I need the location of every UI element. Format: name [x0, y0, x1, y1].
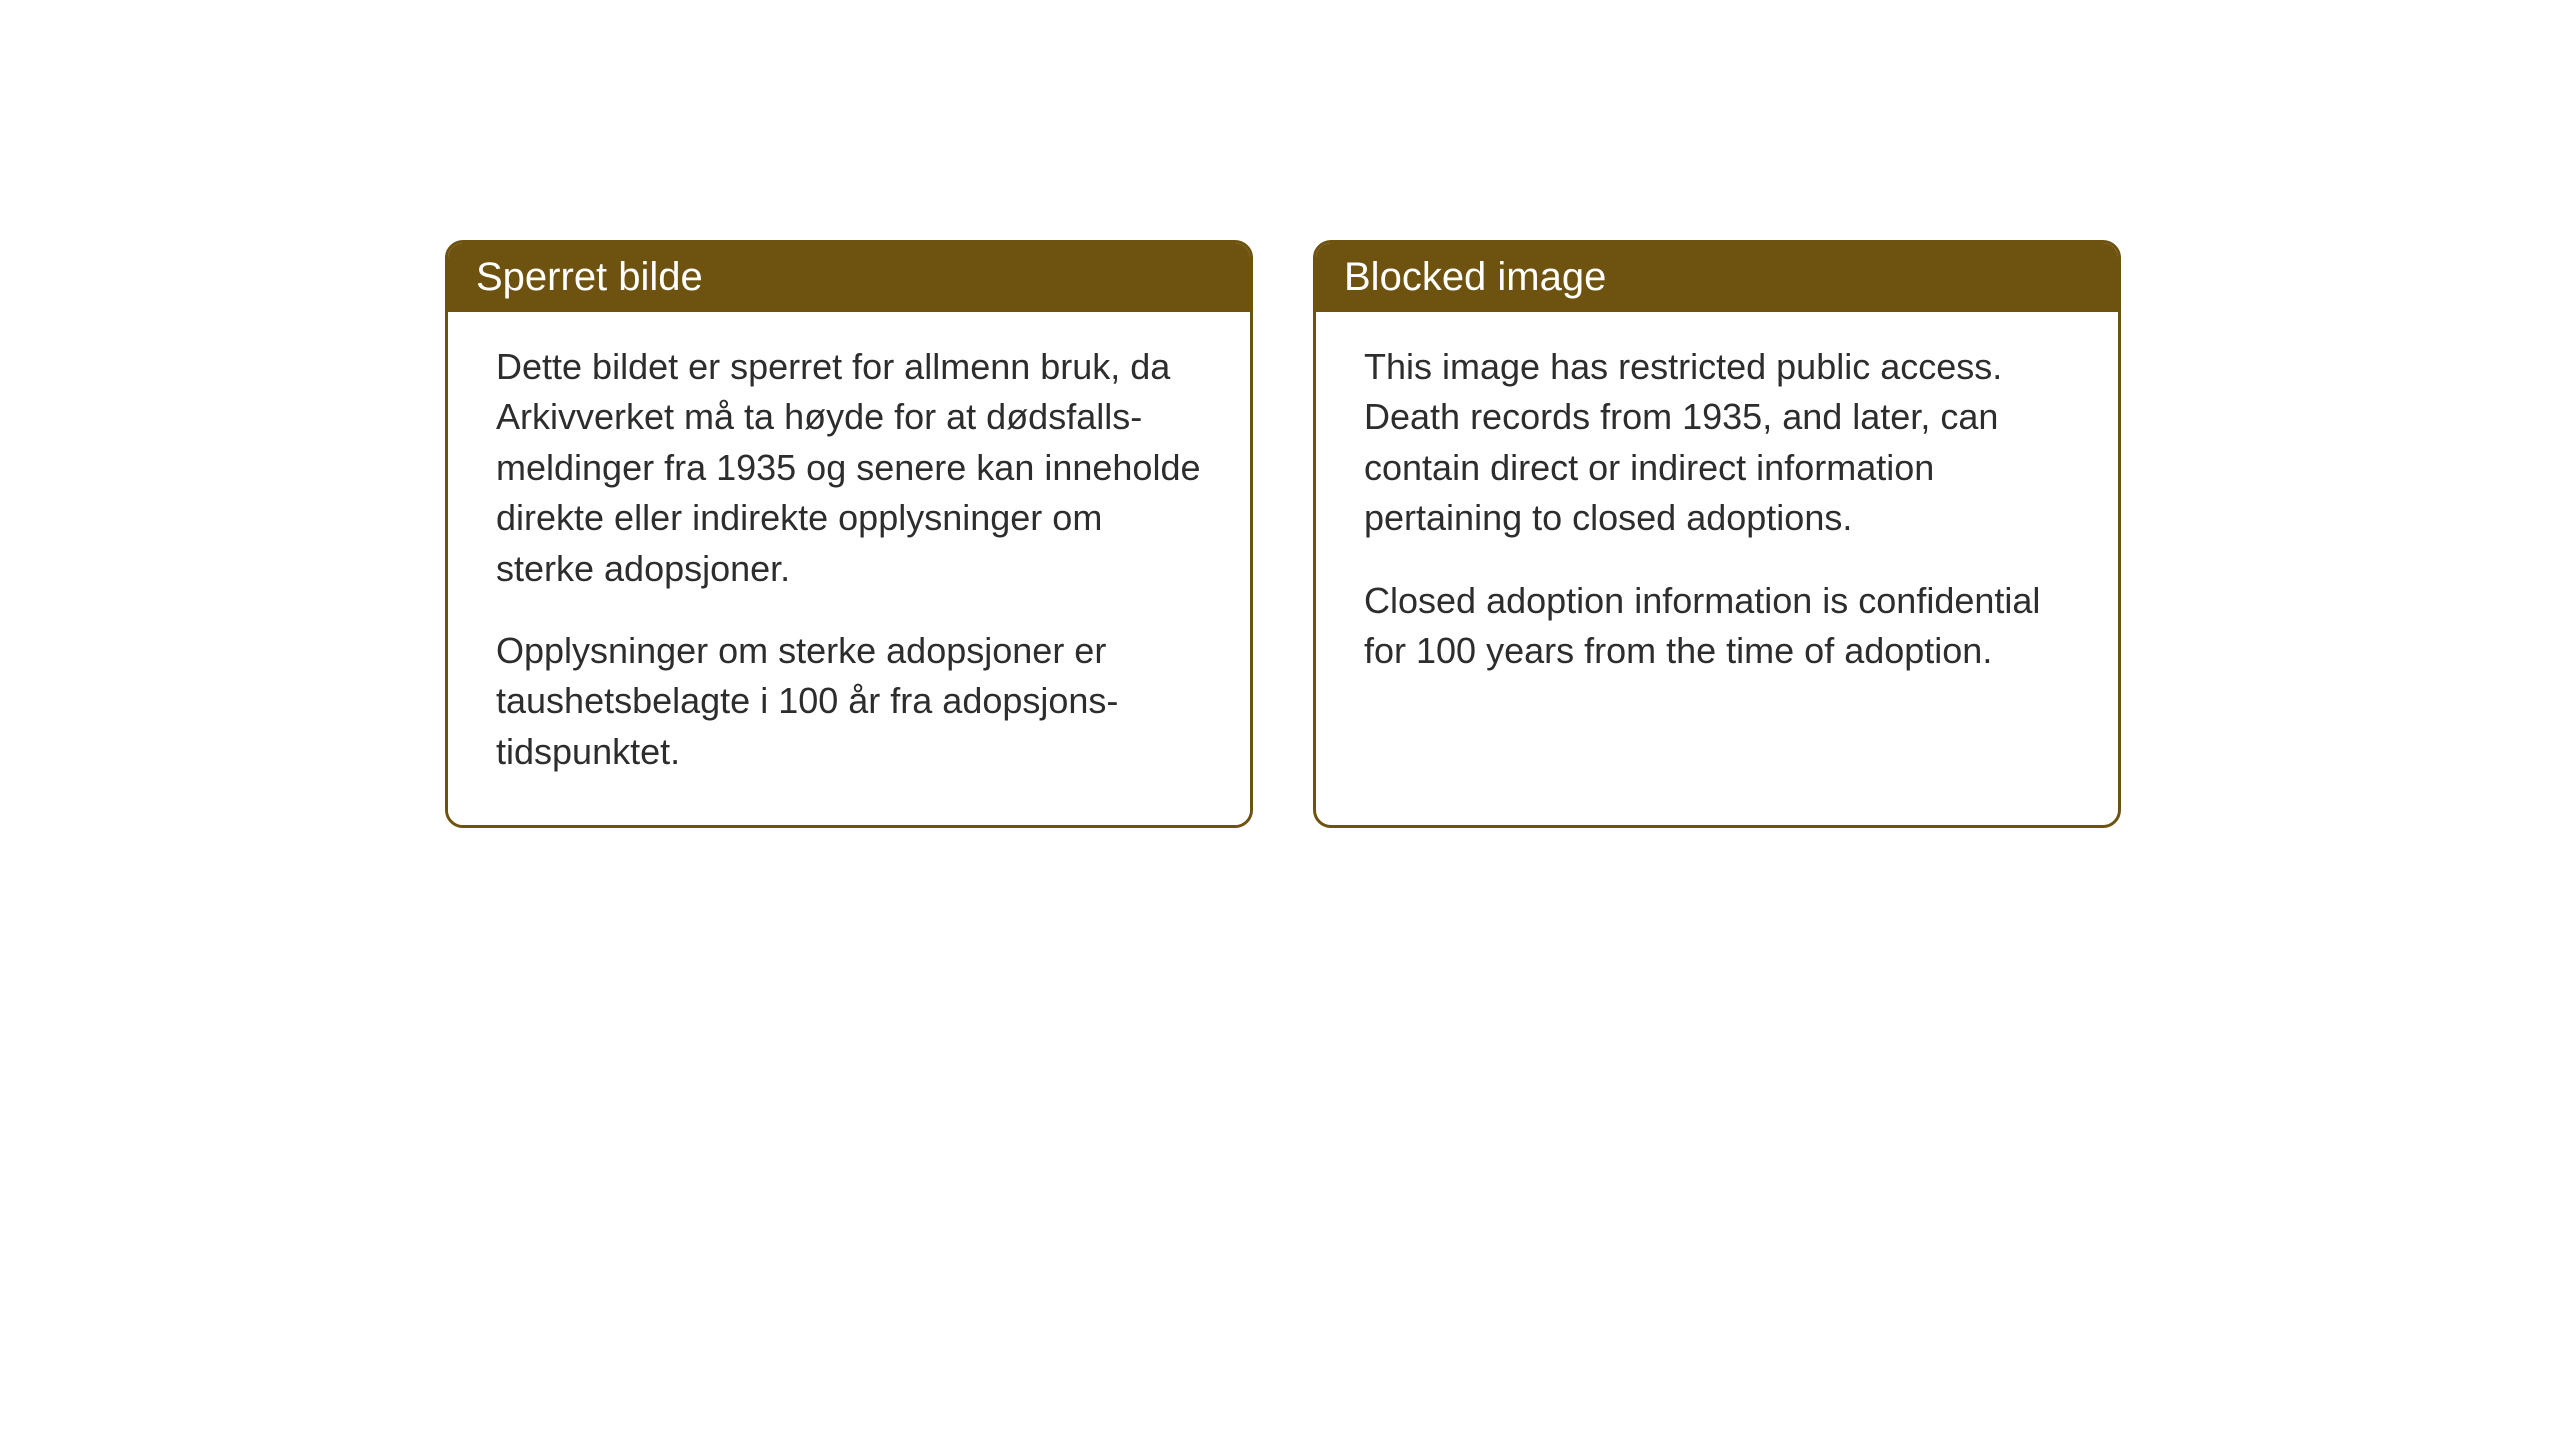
card-norwegian: Sperret bilde Dette bildet er sperret fo…	[445, 240, 1253, 828]
card-paragraph-1-norwegian: Dette bildet er sperret for allmenn bruk…	[496, 342, 1202, 594]
card-header-english: Blocked image	[1316, 243, 2118, 312]
card-title-norwegian: Sperret bilde	[476, 255, 703, 299]
card-english: Blocked image This image has restricted …	[1313, 240, 2121, 828]
card-body-english: This image has restricted public access.…	[1316, 312, 2118, 724]
card-title-english: Blocked image	[1344, 255, 1606, 299]
card-header-norwegian: Sperret bilde	[448, 243, 1250, 312]
card-paragraph-1-english: This image has restricted public access.…	[1364, 342, 2070, 544]
cards-container: Sperret bilde Dette bildet er sperret fo…	[445, 240, 2121, 828]
card-paragraph-2-norwegian: Opplysninger om sterke adopsjoner er tau…	[496, 626, 1202, 777]
card-body-norwegian: Dette bildet er sperret for allmenn bruk…	[448, 312, 1250, 825]
card-paragraph-2-english: Closed adoption information is confident…	[1364, 576, 2070, 677]
